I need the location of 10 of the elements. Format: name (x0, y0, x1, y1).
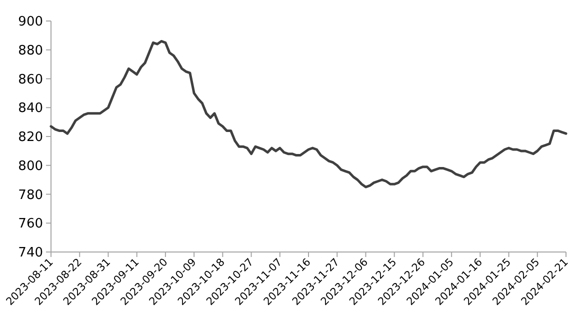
y-tick-label: 900 (18, 14, 43, 30)
y-tick-label: 820 (18, 130, 43, 146)
y-tick-label: 760 (18, 216, 43, 232)
line-series (50, 40, 568, 188)
y-tick-label: 860 (18, 72, 43, 88)
y-tick-label: 800 (18, 158, 43, 174)
y-tick-label: 840 (18, 101, 43, 116)
y-tick-label: 880 (18, 43, 43, 58)
y-tick-label: 740 (18, 246, 43, 261)
y-tick-label: 780 (18, 188, 43, 203)
